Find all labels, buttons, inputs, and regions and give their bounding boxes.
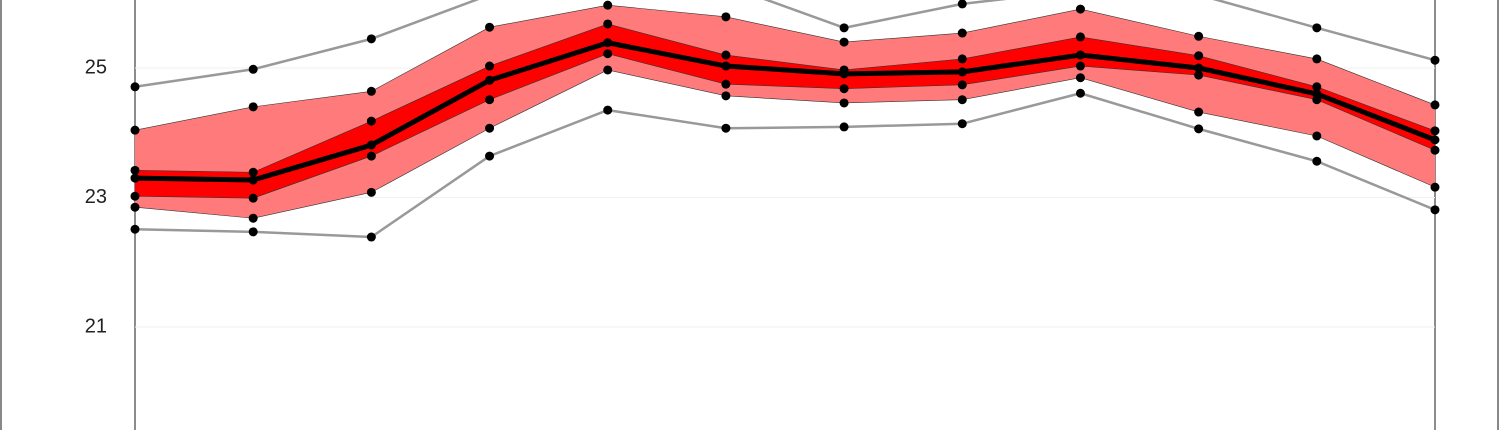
point xyxy=(957,80,967,90)
point xyxy=(1312,89,1322,99)
band-edge xyxy=(134,23,1436,173)
point xyxy=(839,37,849,47)
point xyxy=(485,123,495,133)
point xyxy=(485,151,495,161)
point xyxy=(366,116,376,126)
point xyxy=(721,79,731,89)
point xyxy=(1075,61,1085,71)
point xyxy=(1430,135,1440,145)
point xyxy=(485,95,495,105)
band xyxy=(135,23,1435,199)
point xyxy=(1075,88,1085,98)
point xyxy=(130,224,140,234)
point xyxy=(603,38,613,48)
point xyxy=(957,95,967,105)
point xyxy=(248,64,258,74)
point xyxy=(839,98,849,108)
point xyxy=(1194,31,1204,41)
point xyxy=(721,91,731,101)
point xyxy=(1194,70,1204,80)
point xyxy=(1430,182,1440,192)
point xyxy=(130,202,140,212)
point xyxy=(1194,124,1204,134)
point xyxy=(1194,107,1204,117)
point xyxy=(603,19,613,29)
point xyxy=(603,105,613,115)
point xyxy=(839,69,849,79)
point xyxy=(366,232,376,242)
point xyxy=(485,61,495,71)
point xyxy=(248,227,258,237)
point xyxy=(839,23,849,33)
point xyxy=(130,173,140,183)
line xyxy=(134,0,1436,89)
point xyxy=(248,102,258,112)
band-edge xyxy=(134,53,1436,199)
point xyxy=(1312,23,1322,33)
point xyxy=(248,213,258,223)
point xyxy=(721,50,731,60)
y-tick-label: 23 xyxy=(85,186,107,208)
point xyxy=(1075,50,1085,60)
band-edge xyxy=(134,4,1436,131)
point xyxy=(603,49,613,59)
point xyxy=(485,22,495,32)
point xyxy=(721,12,731,22)
point xyxy=(721,123,731,133)
line xyxy=(134,40,1436,183)
y-tick-label: 21 xyxy=(85,315,107,337)
y-tick-label: 25 xyxy=(85,56,107,78)
point xyxy=(1075,32,1085,42)
point xyxy=(366,34,376,44)
point xyxy=(721,61,731,71)
point xyxy=(248,175,258,185)
point xyxy=(130,165,140,175)
point xyxy=(839,122,849,132)
point xyxy=(130,125,140,135)
point xyxy=(1430,205,1440,215)
point xyxy=(1075,4,1085,14)
point xyxy=(1312,156,1322,166)
point xyxy=(130,82,140,92)
point xyxy=(248,167,258,177)
band-edge xyxy=(134,69,1436,219)
point xyxy=(1194,63,1204,73)
point xyxy=(366,151,376,161)
point xyxy=(1430,145,1440,155)
point xyxy=(957,54,967,64)
point xyxy=(957,0,967,9)
point xyxy=(130,191,140,201)
point xyxy=(248,193,258,203)
point xyxy=(839,84,849,94)
point xyxy=(1194,51,1204,61)
point xyxy=(1430,126,1440,136)
point xyxy=(1312,131,1322,141)
point xyxy=(366,140,376,150)
point xyxy=(603,65,613,75)
point xyxy=(1430,55,1440,65)
point xyxy=(957,28,967,38)
point xyxy=(957,67,967,77)
plot-area xyxy=(130,0,1440,328)
point xyxy=(1312,54,1322,64)
point xyxy=(366,86,376,96)
point xyxy=(1312,82,1322,92)
point xyxy=(957,119,967,129)
point xyxy=(1430,100,1440,110)
point xyxy=(603,0,613,10)
band xyxy=(135,5,1435,219)
point xyxy=(485,75,495,85)
point xyxy=(366,187,376,197)
point xyxy=(1075,73,1085,83)
line xyxy=(134,92,1436,239)
